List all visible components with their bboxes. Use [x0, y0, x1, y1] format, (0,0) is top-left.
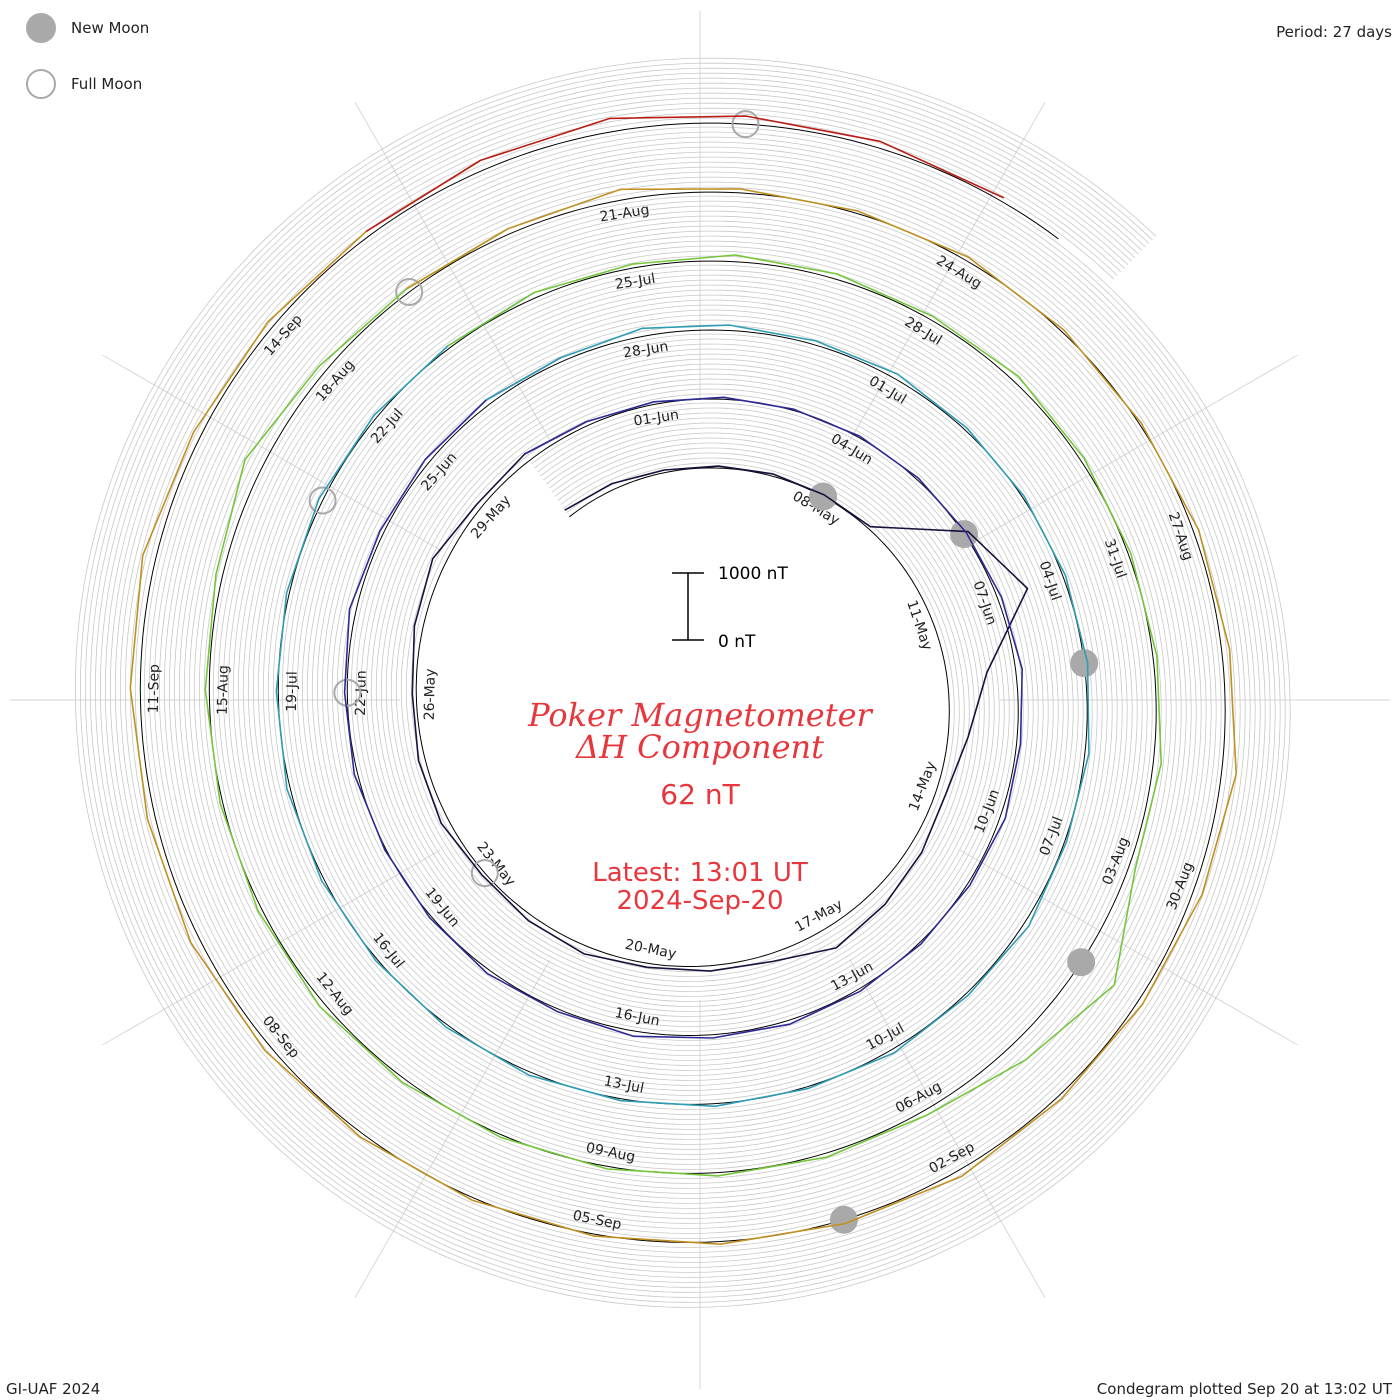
- new-moon-marker: [1070, 649, 1099, 678]
- chart-title: Poker Magnetometer: [528, 696, 872, 734]
- grid-spiral: [109, 92, 1256, 1273]
- new-moon-marker: [809, 482, 838, 511]
- radial-gridline: [354, 102, 551, 441]
- date-label: 13-Jul: [602, 1073, 645, 1097]
- radial-gridline: [354, 959, 551, 1298]
- data-series-revolution: [129, 159, 1237, 1245]
- date-label: 25-Jul: [614, 271, 657, 293]
- legend-full-moon-label: Full Moon: [71, 75, 143, 93]
- date-label: 28-Jun: [622, 339, 669, 362]
- scale-bar: 1000 nT 0 nT: [672, 564, 788, 652]
- grid-spiral: [74, 57, 1291, 1308]
- date-label: 29-May: [468, 493, 514, 543]
- date-label: 24-Aug: [933, 253, 984, 293]
- date-label: 16-Jun: [613, 1005, 661, 1030]
- date-label: 19-Jul: [284, 671, 301, 712]
- scale-bar-top-label: 1000 nT: [718, 564, 788, 584]
- legend-new-moon: New Moon: [26, 13, 149, 43]
- grid-spiral: [119, 102, 1246, 1263]
- radial-gridline: [102, 354, 441, 551]
- radial-gridline: [959, 354, 1298, 551]
- legend-full-moon: Full Moon: [26, 69, 142, 99]
- data-series: [129, 115, 1237, 1245]
- grid-spiral: [124, 107, 1241, 1258]
- radial-gridline: [849, 959, 1046, 1298]
- data-series-revolution: [411, 420, 1029, 972]
- new-moon-marker: [1067, 948, 1096, 977]
- data-series-revolution: [204, 227, 1162, 1177]
- legend-new-moon-label: New Moon: [71, 19, 150, 37]
- grid-spiral: [114, 97, 1251, 1268]
- date-label: 11-May: [903, 598, 935, 652]
- date-label: 09-Aug: [584, 1140, 636, 1165]
- new-moon-marker: [950, 520, 979, 549]
- period-label: Period: 27 days: [1276, 23, 1392, 41]
- data-series-revolution: [275, 291, 1090, 1108]
- current-value: 62 nT: [660, 778, 740, 811]
- date-label: 12-Aug: [313, 970, 357, 1019]
- radial-gridline: [849, 102, 1046, 441]
- full-moon-icon: [26, 69, 56, 99]
- full-moon-marker: [731, 110, 760, 139]
- footer-plot-time: Condegram plotted Sep 20 at 13:02 UT: [1096, 1380, 1392, 1398]
- date-label: 11-Sep: [146, 664, 163, 714]
- grid-spiral: [89, 72, 1276, 1293]
- scale-bar-bottom-label: 0 nT: [718, 632, 756, 652]
- footer-credit: GI-UAF 2024: [6, 1380, 101, 1398]
- grid-spiral: [99, 82, 1266, 1283]
- date-label: 31-Jul: [1101, 537, 1129, 581]
- date-label: 15-Aug: [215, 665, 232, 715]
- date-label: 08-Sep: [259, 1013, 302, 1061]
- grid-spiral: [79, 62, 1286, 1303]
- data-series-revolution: [343, 357, 1023, 1039]
- date-label: 05-Sep: [571, 1208, 623, 1233]
- latest-date: 2024-Sep-20: [616, 886, 784, 916]
- full-moon-marker: [308, 486, 337, 515]
- grid-spiral: [94, 77, 1271, 1288]
- date-label: 21-Aug: [599, 202, 651, 225]
- new-moon-marker: [829, 1205, 858, 1234]
- date-label: 04-Jun: [828, 431, 875, 468]
- date-label: 18-Aug: [313, 357, 358, 405]
- radial-gridline: [959, 849, 1298, 1046]
- date-label: 22-Jun: [353, 670, 370, 716]
- latest-time: Latest: 13:01 UT: [592, 858, 808, 888]
- date-label: 01-Jun: [633, 407, 680, 430]
- full-moon-marker: [333, 678, 362, 707]
- date-label: 26-May: [422, 668, 439, 720]
- grid-spiral: [84, 67, 1281, 1298]
- grid-spiral: [104, 87, 1261, 1278]
- full-moon-marker: [470, 859, 499, 888]
- chart-subtitle: ΔH Component: [575, 728, 825, 766]
- full-moon-marker: [395, 278, 424, 306]
- date-label: 06-Aug: [893, 1079, 944, 1117]
- date-label: 20-May: [624, 937, 678, 963]
- spiral-grid: [10, 10, 1390, 1390]
- grid-spiral: [129, 112, 1236, 1253]
- date-label: 14-Sep: [261, 312, 306, 360]
- radial-gridline: [102, 849, 441, 1046]
- new-moon-icon: [26, 13, 56, 43]
- data-series-revolution: [365, 115, 1005, 233]
